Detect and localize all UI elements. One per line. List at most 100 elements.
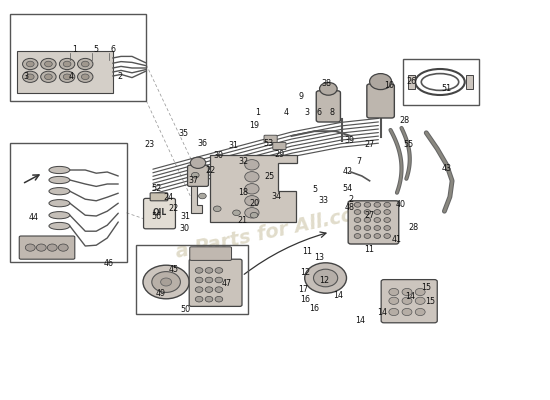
Text: 31: 31 [228,141,238,150]
Circle shape [205,296,213,302]
Text: 36: 36 [197,139,207,148]
Circle shape [63,61,71,67]
Circle shape [384,226,390,230]
Text: 50: 50 [181,306,191,314]
FancyBboxPatch shape [189,259,242,306]
Text: 46: 46 [104,259,114,268]
Text: 14: 14 [405,292,415,301]
Text: 6: 6 [110,46,115,54]
Text: 52: 52 [152,184,162,193]
Text: 20: 20 [249,199,259,208]
Text: 2: 2 [348,195,354,204]
Circle shape [81,74,89,80]
Text: 34: 34 [271,192,281,201]
Text: 17: 17 [299,286,309,294]
Circle shape [195,268,203,273]
FancyBboxPatch shape [188,165,208,186]
Text: 39: 39 [344,136,354,145]
Ellipse shape [49,176,70,184]
Circle shape [402,297,412,304]
Circle shape [205,268,213,273]
Circle shape [364,226,371,230]
Text: 27: 27 [365,211,375,220]
Circle shape [402,288,412,296]
Circle shape [364,210,371,214]
Text: 3: 3 [304,108,310,117]
Circle shape [354,226,361,230]
FancyBboxPatch shape [381,280,437,323]
Circle shape [190,157,206,168]
Circle shape [59,58,75,70]
Text: 43: 43 [442,164,452,173]
Text: 41: 41 [392,235,402,244]
Circle shape [402,308,412,316]
Circle shape [233,210,240,216]
Circle shape [384,210,390,214]
Circle shape [415,288,425,296]
Text: a Parts for All.com: a Parts for All.com [174,202,376,262]
Text: 16: 16 [310,304,320,313]
Circle shape [152,272,180,292]
Circle shape [354,202,361,207]
Text: 12: 12 [300,268,310,277]
Text: 56: 56 [152,212,162,221]
Text: 47: 47 [222,279,232,288]
Text: 8: 8 [329,108,335,117]
Text: 42: 42 [343,167,353,176]
Text: 21: 21 [237,216,247,225]
Circle shape [354,218,361,222]
Circle shape [245,160,259,170]
Text: 19: 19 [249,122,259,130]
Circle shape [245,184,259,194]
Ellipse shape [49,188,70,195]
Bar [403,59,478,105]
FancyBboxPatch shape [264,135,277,142]
Bar [408,75,415,89]
Text: 44: 44 [29,214,39,222]
Text: 14: 14 [355,316,365,325]
Text: 28: 28 [399,116,409,125]
Circle shape [354,234,361,238]
Circle shape [191,172,199,178]
Circle shape [364,218,371,222]
Circle shape [320,82,337,95]
Text: 48: 48 [344,203,354,212]
Text: 28: 28 [409,223,419,232]
Text: 15: 15 [421,283,431,292]
Circle shape [415,297,425,304]
Circle shape [389,288,399,296]
Circle shape [59,71,75,82]
FancyBboxPatch shape [367,84,394,118]
Text: 54: 54 [343,184,353,193]
Circle shape [374,210,381,214]
Circle shape [314,269,338,287]
Bar [10,143,126,262]
Text: 35: 35 [178,130,188,138]
Text: 2: 2 [117,72,123,81]
Text: 26: 26 [406,78,416,86]
Text: 14: 14 [377,308,387,317]
FancyBboxPatch shape [316,91,340,122]
Text: 29: 29 [274,150,284,159]
FancyBboxPatch shape [348,201,399,244]
Text: 51: 51 [442,84,452,93]
Circle shape [415,308,425,316]
Text: 3: 3 [24,72,29,81]
Ellipse shape [49,222,70,230]
Circle shape [195,296,203,302]
Circle shape [45,74,52,80]
Text: OIL: OIL [152,208,167,217]
Text: 14: 14 [333,291,343,300]
Text: 12: 12 [320,276,329,285]
Circle shape [41,71,56,82]
Text: 22: 22 [169,204,179,213]
Text: 33: 33 [318,196,328,205]
Text: 38: 38 [322,79,332,88]
Circle shape [78,71,93,82]
Circle shape [374,226,381,230]
Circle shape [384,234,390,238]
Text: 1: 1 [72,46,77,54]
Circle shape [364,234,371,238]
Circle shape [354,210,361,214]
Circle shape [47,244,57,251]
